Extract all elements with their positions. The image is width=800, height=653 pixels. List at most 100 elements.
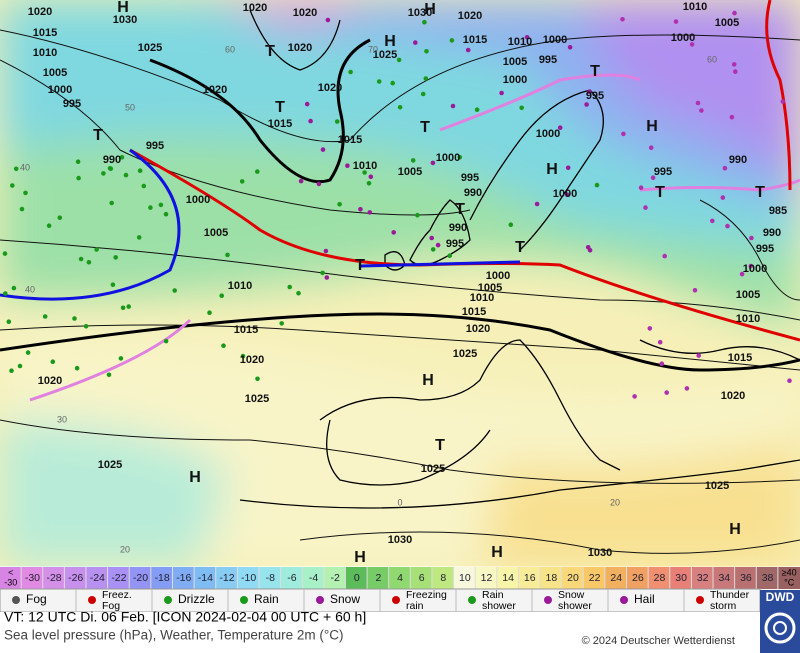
pressure-center: H (422, 372, 434, 389)
copyright: © 2024 Deutscher Wetterdienst (582, 635, 735, 647)
isobar-label: 1030 (408, 7, 432, 19)
weather-dot (725, 223, 730, 229)
scale-high-label: °C (784, 577, 795, 587)
scale-cell (562, 567, 583, 589)
scale-label: 22 (589, 572, 601, 584)
isobar-label: 1025 (373, 49, 397, 61)
isobar-label: 1000 (743, 263, 767, 275)
scale-label: -2 (330, 572, 339, 584)
isobar-label: 1005 (715, 17, 739, 29)
weather-dot (163, 338, 169, 344)
isobar-label: 1020 (318, 82, 342, 94)
weather-dot (320, 270, 325, 276)
isobar-label: 990 (464, 187, 482, 199)
scale-cell (281, 567, 302, 589)
weather-dot (474, 107, 480, 112)
isotherm-label: 20 (120, 544, 130, 554)
legend-label: Fog (26, 592, 47, 606)
scale-low-label: -30 (4, 577, 17, 587)
weather-dot (106, 372, 112, 378)
isotherm-label: 30 (57, 414, 67, 424)
weather-dot (664, 390, 669, 395)
weather-dot (449, 38, 455, 43)
pressure-center: H (117, 0, 129, 16)
weather-dot (110, 282, 116, 288)
weather-dot (415, 212, 420, 218)
weather-dot (391, 230, 397, 235)
weather-dot (50, 359, 56, 365)
weather-dot (46, 223, 52, 228)
scale-cell (432, 567, 454, 589)
pressure-center: H (384, 33, 396, 50)
weather-dot (158, 202, 164, 208)
isobar-label: 990 (763, 227, 781, 239)
pressure-center: H (491, 544, 503, 561)
scale-label: 16 (524, 572, 536, 584)
legend-icon (696, 596, 704, 604)
pressure-center: H (189, 469, 201, 486)
weather-dot (367, 210, 373, 215)
weather-dot (76, 175, 81, 181)
weather-dot (731, 62, 737, 67)
legend-label: Thunder storm (710, 589, 750, 612)
isobar-label: 1020 (243, 2, 267, 14)
isobar-label: 1015 (728, 352, 752, 364)
weather-dot (397, 105, 403, 110)
pressure-center: T (755, 184, 765, 201)
weather-dot (585, 245, 591, 250)
scale-cell (540, 567, 562, 589)
weather-dot (345, 163, 350, 168)
weather-dot (699, 108, 704, 113)
scale-label: 12 (481, 572, 493, 584)
weather-dot (172, 288, 177, 293)
weather-dot (120, 305, 126, 311)
weather-dot (141, 183, 147, 189)
pressure-center: H (729, 521, 741, 538)
weather-dot (118, 356, 124, 361)
isobar-label: 1000 (553, 188, 577, 200)
weather-dot (366, 181, 372, 186)
weather-dot (78, 256, 84, 262)
weather-dot (424, 49, 429, 54)
scale-label: -18 (155, 572, 170, 584)
isobar-label: 1005 (736, 289, 760, 301)
legend-icon (88, 596, 96, 604)
isobar-label: 1020 (458, 10, 482, 22)
weather-dot (324, 275, 330, 280)
scale-label: 8 (440, 572, 446, 584)
weather-dot (673, 19, 679, 24)
isobar-label: 1015 (462, 306, 486, 318)
weather-dot (749, 235, 754, 241)
weather-dot (587, 89, 592, 95)
scale-label: -26 (68, 572, 83, 584)
scale-cell (194, 567, 216, 589)
scale-cell (237, 567, 259, 589)
scale-cell (756, 567, 778, 589)
isobar-label: 1020 (38, 375, 62, 387)
scale-cell (648, 567, 670, 589)
weather-dot (748, 263, 754, 269)
isobar-label: 1005 (43, 67, 67, 79)
legend-label: Snow (330, 592, 360, 606)
weather-dot (3, 291, 8, 296)
weather-dot (126, 304, 131, 309)
logo-swirl-inner (773, 621, 787, 635)
weather-dot (325, 17, 331, 23)
scale-cell (151, 567, 172, 589)
isobar-label: 990 (729, 154, 747, 166)
weather-dot (710, 218, 715, 224)
weather-dot (207, 310, 212, 316)
legend-icon (544, 596, 552, 604)
scale-label: 14 (502, 572, 514, 584)
scale-cell (108, 567, 129, 589)
weather-dot (620, 17, 625, 22)
weather-dot (390, 80, 396, 86)
legend-label: Hail (634, 592, 655, 606)
isobar-label: 1005 (204, 227, 228, 239)
weather-dot (376, 79, 382, 84)
weather-dot (123, 172, 129, 178)
scale-label: 30 (675, 572, 687, 584)
scale-cell (454, 567, 475, 589)
legend-icon (620, 596, 628, 604)
isobar-label: 1000 (671, 32, 695, 44)
